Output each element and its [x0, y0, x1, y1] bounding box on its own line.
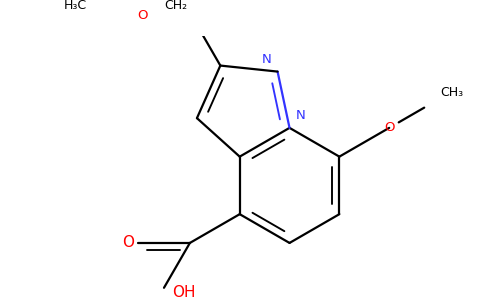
Text: H₃C: H₃C — [64, 0, 87, 11]
Text: OH: OH — [172, 284, 196, 299]
Text: N: N — [295, 109, 305, 122]
Text: O: O — [384, 122, 394, 134]
Text: O: O — [137, 9, 148, 22]
Text: CH₂: CH₂ — [164, 0, 187, 11]
Text: N: N — [262, 53, 272, 66]
Text: CH₃: CH₃ — [440, 86, 463, 99]
Text: O: O — [122, 236, 134, 250]
